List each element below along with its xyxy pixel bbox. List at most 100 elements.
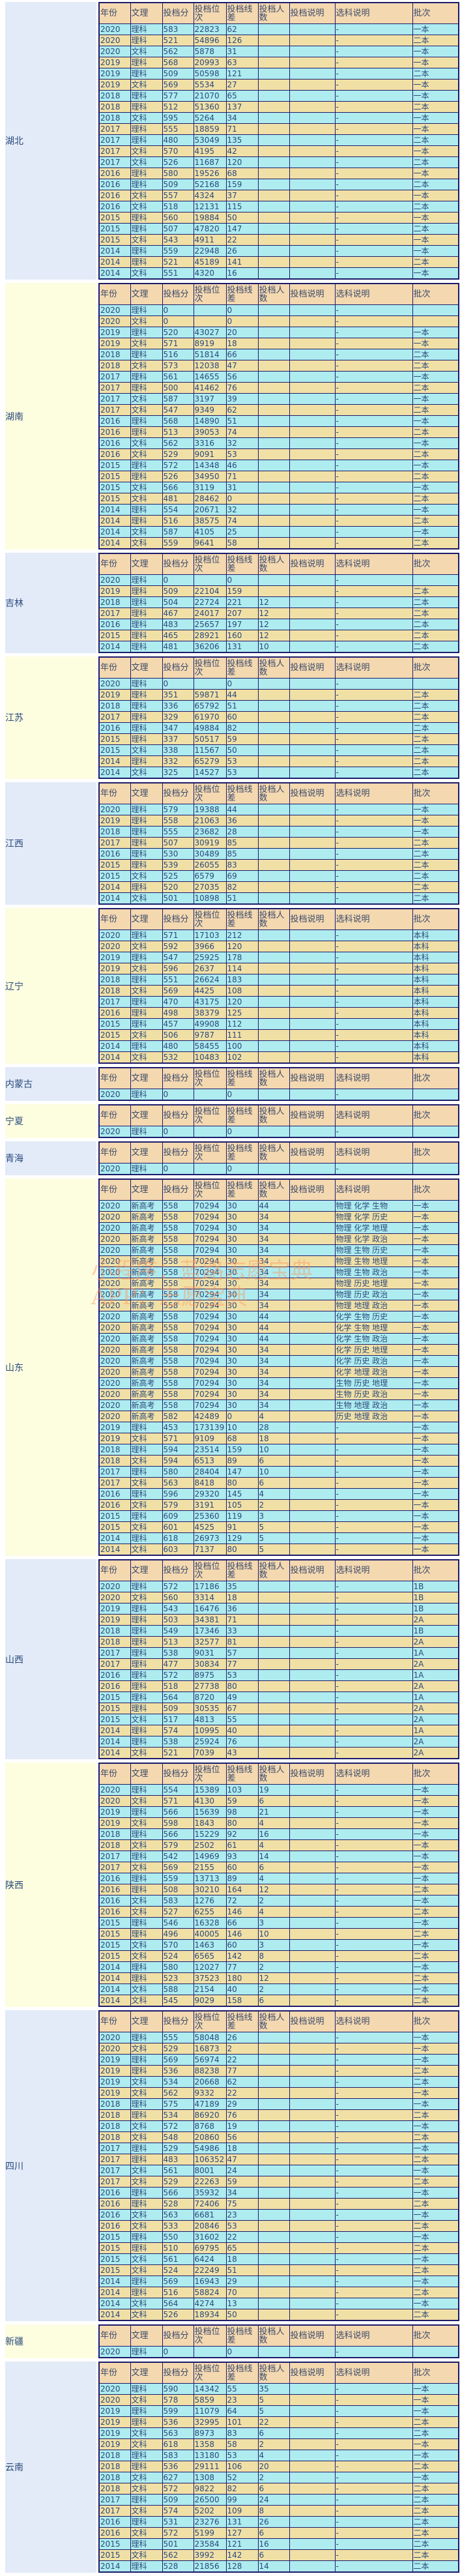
- cell-line-diff: 32: [225, 437, 259, 449]
- cell-score: 509: [162, 585, 194, 597]
- cell-line-diff: 61: [225, 1839, 259, 1851]
- cell-rank: 1358: [193, 2438, 227, 2450]
- cell-note: [289, 1266, 336, 1278]
- cell-year: 2017: [98, 156, 131, 168]
- column-header-note: 投档说明: [289, 2, 336, 24]
- table-row: 2014 文科 587 4105 25- 一本: [98, 526, 459, 538]
- cell-rank: 20860: [193, 2131, 227, 2143]
- cell-year: 2016: [98, 848, 131, 860]
- cell-year: 2020: [98, 1089, 131, 1101]
- table-header-row: 年份 文理 投档分 投档位次 投档线差 投档人数 投档说明 选科说明 批次: [98, 1178, 459, 1201]
- column-header-rank: 投档位次: [193, 283, 227, 305]
- cell-rank: 17346: [193, 1625, 227, 1637]
- cell-note: [289, 1311, 336, 1323]
- cell-track: 新高考: [130, 1311, 163, 1323]
- cell-subject-req: -: [334, 630, 413, 641]
- cell-score: 559: [162, 1873, 194, 1884]
- cell-rank: 6255: [193, 1906, 227, 1918]
- cell-batch: 一本: [412, 1939, 459, 1951]
- table-row: 2017 文科 526 11687 120- 二本: [98, 156, 459, 168]
- cell-note: [289, 1906, 336, 1918]
- table-header-row: 年份 文理 投档分 投档位次 投档线差 投档人数 投档说明 选科说明 批次: [98, 2362, 459, 2384]
- table-row: 2016 理科 531 23276 131 26- 二本: [98, 2516, 459, 2528]
- table-row: 2019 文科 618 1358 58 2- 一本: [98, 2438, 459, 2450]
- cell-score: 543: [162, 234, 194, 246]
- cell-line-diff: 76: [225, 1736, 259, 1748]
- cell-subject-req: -: [334, 1691, 413, 1703]
- cell-count: [257, 1018, 290, 1030]
- cell-rank: 4911: [193, 234, 227, 246]
- cell-track: 文科: [130, 2483, 163, 2495]
- cell-line-diff: 22: [225, 2231, 259, 2243]
- cell-rank: 14342: [193, 2383, 227, 2395]
- cell-year: 2015: [98, 2231, 131, 2243]
- cell-note: [289, 1333, 336, 1345]
- cell-year: 2017: [98, 1477, 131, 1489]
- cell-year: 2020: [98, 1322, 131, 1334]
- column-header-score: 投档分: [162, 1141, 194, 1164]
- cell-year: 2020: [98, 804, 131, 815]
- cell-line-diff: 108: [225, 985, 259, 997]
- cell-rank: [193, 2346, 227, 2358]
- cell-line-diff: 121: [225, 2538, 259, 2550]
- cell-score: 531: [162, 2516, 194, 2528]
- cell-subject-req: -: [334, 482, 413, 493]
- cell-count: 6: [257, 1862, 290, 1873]
- table-row: 2015 文科 601 4525 91 5- 一本: [98, 1521, 459, 1533]
- cell-year: 2014: [98, 767, 131, 779]
- cell-count: 4: [257, 1488, 290, 1500]
- cell-track: 理科: [130, 2494, 163, 2506]
- cell-track: 理科: [130, 2242, 163, 2254]
- cell-count: [257, 304, 290, 316]
- cell-track: 理科: [130, 68, 163, 80]
- cell-note: [289, 493, 336, 505]
- cell-count: [257, 267, 290, 280]
- column-header-track: 文理: [130, 2324, 163, 2347]
- cell-score: 555: [162, 2032, 194, 2043]
- cell-track: 文科: [130, 1895, 163, 1907]
- cell-batch: 一本: [412, 57, 459, 68]
- cell-subject-req: -: [334, 2472, 413, 2483]
- column-header-score: 投档分: [162, 553, 194, 575]
- cell-note: [289, 1703, 336, 1714]
- cell-track: 理科: [130, 2450, 163, 2461]
- cell-score: 573: [162, 360, 194, 372]
- province-name: 四川: [5, 2010, 96, 2321]
- cell-batch: 一本: [412, 437, 459, 449]
- cell-year: 2020: [98, 1592, 131, 1603]
- cell-batch: 一本: [412, 2383, 459, 2395]
- cell-score: 507: [162, 223, 194, 235]
- table-row: 2018 理科 513 32577 81-2A: [98, 1636, 459, 1648]
- cell-score: 524: [162, 1950, 194, 1962]
- cell-batch: 二本: [412, 1884, 459, 1895]
- cell-count: [257, 2109, 290, 2121]
- cell-rank: 5202: [193, 2505, 227, 2517]
- cell-year: 2020: [98, 2346, 131, 2358]
- cell-track: 理科: [130, 2276, 163, 2287]
- table-row: 2014 文科 588 2154 40 2- 一本: [98, 1983, 459, 1995]
- column-header-batch: 批次: [412, 656, 459, 679]
- cell-year: 2014: [98, 1983, 131, 1995]
- column-header-line-diff: 投档线差: [225, 1559, 259, 1581]
- table-row: 2015 理科 609 25360 119 3- 一本: [98, 1510, 459, 1522]
- cell-score: 577: [162, 90, 194, 102]
- cell-note: [289, 112, 336, 124]
- cell-score: 580: [162, 1466, 194, 1478]
- cell-track: 理科: [130, 689, 163, 701]
- cell-year: 2015: [98, 1939, 131, 1951]
- cell-track: 理科: [130, 515, 163, 527]
- cell-score: 598: [162, 1817, 194, 1829]
- cell-year: 2018: [98, 2098, 131, 2110]
- cell-track: 理科: [130, 415, 163, 427]
- cell-score: 568: [162, 57, 194, 68]
- cell-count: [257, 2287, 290, 2298]
- cell-note: [289, 974, 336, 986]
- column-header-batch: 批次: [412, 1067, 459, 1089]
- cell-rank: 25657: [193, 619, 227, 630]
- cell-track: 文科: [130, 537, 163, 549]
- cell-count: 5: [257, 2405, 290, 2417]
- cell-score: 599: [162, 2405, 194, 2417]
- cell-subject-req: 化学 生物 地理: [334, 1322, 413, 1334]
- cell-count: 6: [257, 2483, 290, 2495]
- cell-track: 新高考: [130, 1344, 163, 1356]
